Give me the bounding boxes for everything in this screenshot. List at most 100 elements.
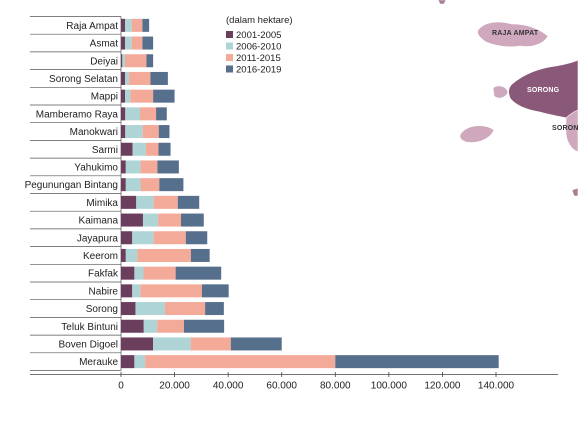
bar-sorong-2011-2015 (164, 302, 206, 316)
bar-raja-ampat-2016-2019 (142, 18, 150, 32)
bar-yahukimo-2011-2015 (140, 160, 158, 174)
bar-mappi-2011-2015 (130, 89, 154, 103)
bar-sarmi-2011-2015 (145, 142, 159, 156)
map-island-small (492, 85, 509, 99)
bar-deiyai-2001-2005 (121, 54, 123, 68)
bar-boven-digoel-2006-2010 (153, 337, 191, 351)
bars (121, 18, 499, 369)
bar-pegunungan-bintang-2001-2005 (121, 178, 126, 192)
category-label-merauke: Merauke (79, 357, 118, 368)
bar-sarmi-2016-2019 (158, 142, 171, 156)
map-mainland-west (565, 109, 578, 153)
x-tick-label: 100.000 (371, 381, 408, 392)
bar-asmat-2016-2019 (142, 36, 154, 50)
bar-mamberamo-raya-2011-2015 (140, 107, 157, 121)
bar-asmat-2001-2005 (121, 36, 126, 50)
bar-kaimana-2001-2005 (121, 213, 143, 227)
bar-manokwari-2006-2010 (125, 125, 143, 139)
legend-label-2006-2010: 2006-2010 (236, 42, 281, 53)
bar-manokwari-2001-2005 (121, 125, 126, 139)
map-sorong-region (508, 59, 578, 121)
bar-kaimana-2011-2015 (158, 213, 181, 227)
category-label-raja-ampat: Raja Ampat (66, 21, 118, 32)
map-island-misool (459, 125, 495, 143)
category-label-yahukimo: Yahukimo (74, 162, 118, 173)
bar-boven-digoel-2016-2019 (230, 337, 282, 351)
bar-teluk-bintuni-2016-2019 (183, 319, 225, 333)
bar-merauke-2001-2005 (121, 355, 135, 369)
bar-pegunungan-bintang-2016-2019 (159, 178, 184, 192)
bar-sorong-selatan-2011-2015 (129, 71, 151, 85)
bar-sarmi-2001-2005 (121, 142, 133, 156)
bar-mimika-2016-2019 (177, 195, 200, 209)
legend-label-2001-2005: 2001-2005 (236, 30, 281, 41)
category-label-manokwari: Manokwari (70, 127, 118, 138)
category-labels: Raja Ampat Asmat Deiyai Sorong Selatan Mappi… (25, 21, 119, 368)
bar-asmat-2011-2015 (131, 36, 143, 50)
category-label-pegunungan-bintang: Pegunungan Bintang (25, 180, 118, 191)
bar-nabire-2006-2010 (132, 284, 141, 298)
bar-keerom-2016-2019 (190, 248, 210, 262)
bar-nabire-2011-2015 (140, 284, 202, 298)
bar-sorong-2006-2010 (135, 302, 165, 316)
bar-mappi-2006-2010 (125, 89, 131, 103)
bar-yahukimo-2006-2010 (125, 160, 141, 174)
bar-sorong-selatan-2001-2005 (121, 71, 126, 85)
bar-merauke-2016-2019 (335, 355, 499, 369)
x-tick-label: 120.000 (424, 381, 461, 392)
legend-swatch-2011-2015 (226, 54, 233, 61)
category-label-mamberamo-raya: Mamberamo Raya (36, 109, 119, 120)
bar-deiyai-2006-2010 (122, 54, 126, 68)
bar-fakfak-2001-2005 (121, 266, 135, 280)
bar-merauke-2006-2010 (134, 355, 146, 369)
category-label-sarmi: Sarmi (92, 145, 118, 156)
x-axis: 0 20.000 40.000 60.000 80.000 100.000 120.000 1… (30, 372, 558, 392)
bar-nabire-2016-2019 (201, 284, 229, 298)
legend-label-2011-2015: 2011-2015 (236, 53, 281, 64)
bar-teluk-bintuni-2001-2005 (121, 319, 144, 333)
bar-mamberamo-raya-2001-2005 (121, 107, 126, 121)
map-label-raja-ampat: RAJA AMPAT (492, 30, 539, 37)
map-label-sorong: SORONG (552, 125, 578, 132)
bar-deiyai-2011-2015 (125, 54, 147, 68)
bar-mimika-2011-2015 (153, 195, 178, 209)
bar-mimika-2006-2010 (136, 195, 154, 209)
x-tick-label: 140.000 (478, 381, 515, 392)
bar-jayapura-2001-2005 (121, 231, 133, 245)
map-label-sorong: SORONG (527, 87, 560, 94)
bar-yahukimo-2001-2005 (121, 160, 126, 174)
bar-sorong-2016-2019 (205, 302, 224, 316)
bar-raja-ampat-2006-2010 (125, 18, 132, 32)
map-islet-right (571, 187, 578, 197)
bar-sorong-2001-2005 (121, 302, 136, 316)
category-label-teluk-bintuni: Teluk Bintuni (61, 322, 118, 333)
bar-yahukimo-2016-2019 (157, 160, 179, 174)
legend-swatch-2006-2010 (226, 42, 233, 50)
bar-pegunungan-bintang-2011-2015 (140, 178, 160, 192)
bar-sorong-selatan-2016-2019 (150, 71, 168, 85)
bar-jayapura-2016-2019 (185, 231, 208, 245)
bar-fakfak-2016-2019 (175, 266, 222, 280)
bar-asmat-2006-2010 (125, 36, 132, 50)
category-label-deiyai: Deiyai (90, 56, 118, 67)
bar-pegunungan-bintang-2006-2010 (125, 178, 141, 192)
bar-keerom-2001-2005 (121, 248, 126, 262)
bar-kaimana-2006-2010 (142, 213, 159, 227)
category-label-sorong: Sorong (86, 304, 118, 315)
bar-keerom-2006-2010 (125, 248, 138, 262)
row-gridlines (30, 16, 122, 371)
category-label-mappi: Mappi (91, 92, 118, 103)
bar-fakfak-2006-2010 (134, 266, 144, 280)
x-tick-label: 60.000 (266, 381, 297, 392)
bar-jayapura-2006-2010 (132, 231, 154, 245)
bar-mappi-2016-2019 (153, 89, 175, 103)
legend-background (222, 14, 302, 78)
bar-teluk-bintuni-2006-2010 (143, 319, 158, 333)
bar-keerom-2011-2015 (137, 248, 191, 262)
category-label-keerom: Keerom (83, 251, 118, 262)
bar-boven-digoel-2011-2015 (190, 337, 231, 351)
bar-mamberamo-raya-2016-2019 (156, 107, 167, 121)
category-label-mimika: Mimika (86, 198, 118, 209)
legend-swatch-2016-2019 (226, 65, 233, 73)
